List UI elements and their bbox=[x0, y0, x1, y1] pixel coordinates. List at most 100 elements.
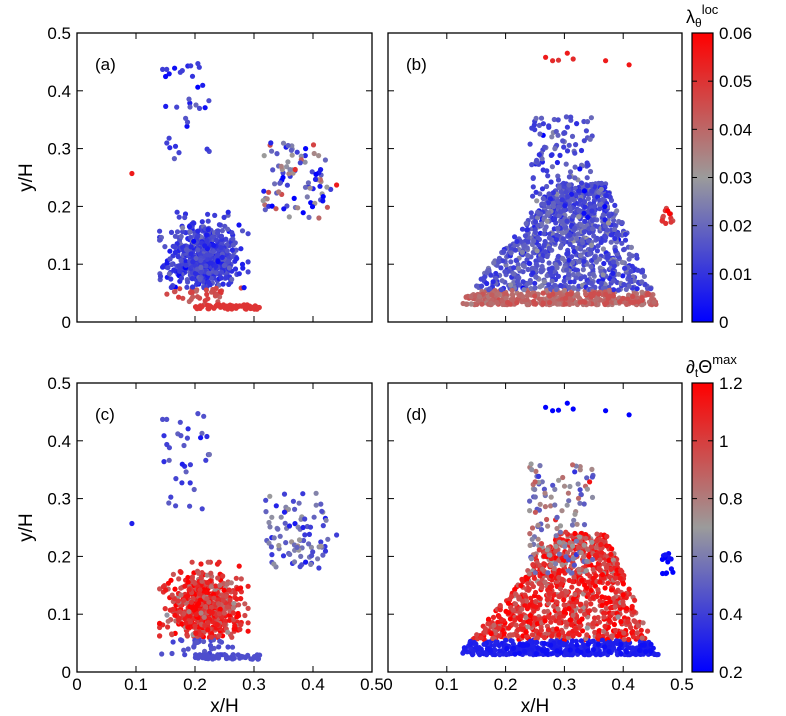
data-point bbox=[490, 614, 497, 621]
data-point bbox=[561, 602, 567, 608]
data-point bbox=[178, 258, 184, 264]
data-point bbox=[182, 583, 188, 589]
data-point bbox=[541, 231, 547, 237]
data-point bbox=[202, 298, 208, 304]
data-point bbox=[520, 643, 526, 649]
data-point bbox=[567, 169, 574, 175]
data-point bbox=[598, 541, 604, 548]
data-point bbox=[315, 556, 321, 562]
data-point bbox=[498, 265, 504, 271]
data-point bbox=[317, 183, 323, 189]
data-point bbox=[187, 503, 193, 509]
data-point bbox=[532, 280, 538, 286]
data-point bbox=[619, 240, 625, 246]
data-point bbox=[563, 189, 569, 195]
data-point bbox=[468, 641, 474, 648]
data-point bbox=[300, 210, 306, 216]
data-point bbox=[508, 282, 514, 288]
data-point bbox=[513, 257, 519, 263]
data-point bbox=[587, 168, 594, 175]
x-tick-label: 0.4 bbox=[301, 675, 325, 694]
data-point bbox=[668, 219, 674, 225]
data-point bbox=[239, 228, 246, 234]
data-point bbox=[168, 276, 174, 282]
data-point bbox=[221, 262, 227, 269]
data-point bbox=[558, 282, 564, 289]
data-point bbox=[572, 530, 578, 537]
data-point bbox=[205, 619, 211, 626]
y-axis-title: y/H bbox=[16, 163, 37, 192]
data-point bbox=[546, 235, 553, 241]
data-point bbox=[548, 642, 554, 648]
data-point bbox=[223, 655, 230, 662]
data-point bbox=[581, 229, 587, 235]
data-point bbox=[300, 491, 306, 497]
data-point bbox=[313, 490, 319, 496]
data-point bbox=[612, 604, 618, 610]
data-point bbox=[585, 579, 591, 585]
data-point bbox=[199, 219, 205, 225]
data-point bbox=[542, 490, 548, 496]
data-point bbox=[300, 524, 306, 531]
data-point bbox=[633, 252, 640, 258]
data-point bbox=[575, 293, 581, 299]
x-tick-label: 0.1 bbox=[124, 675, 148, 694]
data-point bbox=[639, 635, 645, 641]
data-point bbox=[641, 642, 647, 648]
data-point bbox=[236, 222, 242, 228]
data-point bbox=[177, 286, 183, 292]
data-point bbox=[182, 616, 188, 622]
data-point bbox=[186, 609, 192, 615]
data-point bbox=[588, 294, 594, 300]
data-point bbox=[176, 214, 182, 220]
data-point bbox=[574, 630, 580, 636]
data-point bbox=[604, 255, 611, 261]
data-point bbox=[172, 65, 178, 71]
data-point bbox=[229, 230, 235, 236]
data-point bbox=[595, 236, 601, 242]
data-point bbox=[188, 244, 194, 250]
data-point bbox=[610, 270, 616, 276]
data-point bbox=[620, 592, 626, 598]
data-point bbox=[626, 283, 632, 289]
data-point bbox=[562, 203, 568, 209]
data-point bbox=[626, 256, 632, 262]
data-point bbox=[198, 257, 204, 264]
data-point bbox=[555, 57, 562, 63]
data-point bbox=[614, 208, 620, 214]
data-point bbox=[195, 411, 201, 417]
data-point bbox=[610, 610, 616, 616]
data-point bbox=[525, 293, 531, 299]
data-point bbox=[560, 236, 567, 242]
data-point bbox=[578, 601, 584, 607]
data-point bbox=[199, 506, 205, 512]
data-point bbox=[582, 218, 588, 224]
data-point bbox=[641, 273, 648, 279]
data-point bbox=[620, 581, 627, 587]
data-point bbox=[584, 546, 590, 552]
data-point bbox=[530, 184, 536, 190]
data-point bbox=[615, 580, 621, 586]
data-point bbox=[576, 619, 582, 625]
data-point bbox=[187, 229, 193, 235]
data-point bbox=[220, 281, 226, 287]
data-point bbox=[515, 265, 522, 272]
data-point bbox=[655, 651, 661, 658]
data-point bbox=[596, 628, 603, 634]
data-point bbox=[157, 273, 164, 279]
data-point bbox=[581, 188, 588, 194]
data-point bbox=[558, 649, 564, 655]
data-point bbox=[204, 433, 210, 440]
data-point bbox=[590, 647, 597, 653]
x-tick-label: 0 bbox=[383, 675, 392, 694]
data-point bbox=[584, 558, 590, 564]
data-point bbox=[555, 132, 561, 138]
data-point bbox=[187, 613, 193, 619]
data-point bbox=[585, 209, 591, 215]
data-point bbox=[556, 539, 563, 545]
data-point bbox=[193, 102, 199, 108]
data-point bbox=[308, 544, 314, 551]
data-point bbox=[553, 286, 559, 292]
data-point bbox=[569, 522, 576, 528]
data-point bbox=[501, 248, 507, 255]
